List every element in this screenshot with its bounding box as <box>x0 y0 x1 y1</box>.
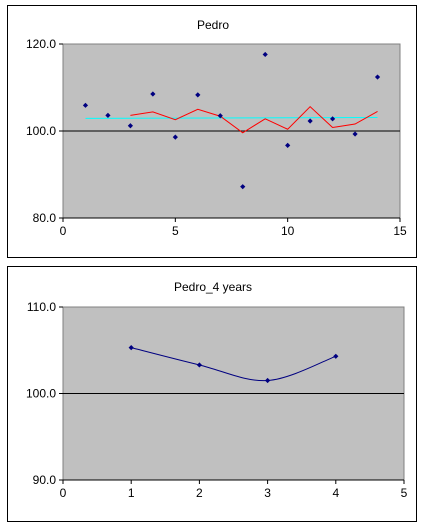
series-trend-line <box>85 117 378 119</box>
data-point <box>195 92 201 98</box>
y-tick-label: 100.0 <box>26 124 56 138</box>
x-tick-label: 5 <box>401 486 408 500</box>
x-tick-label: 5 <box>172 224 179 238</box>
chart-panel-pedro: Pedro 80.0 100.0 120.0 0 5 10 15 <box>7 5 417 258</box>
data-point <box>262 51 268 58</box>
chart-pedro: Pedro 80.0 100.0 120.0 0 5 10 15 <box>26 18 407 238</box>
series-moving-average-line <box>130 105 378 134</box>
chart-panel-pedro-4-years: Pedro_4 years 90.0 100.0 110.0 0 1 2 3 4 5 <box>7 266 417 522</box>
data-point <box>333 353 339 359</box>
data-point <box>150 91 156 97</box>
y-tick-label: 120.0 <box>26 37 56 51</box>
chart-pedro-4-years: Pedro_4 years 90.0 100.0 110.0 0 1 2 3 4 5 <box>26 280 408 500</box>
data-point <box>172 134 178 140</box>
x-tick-label: 0 <box>60 486 67 500</box>
data-point <box>307 118 313 124</box>
data-point <box>374 74 381 80</box>
data-point <box>352 131 358 137</box>
data-point <box>330 116 336 122</box>
y-tick-label: 80.0 <box>33 211 57 225</box>
x-tick-label: 10 <box>281 224 295 238</box>
chart-title: Pedro <box>197 18 229 32</box>
chart-title: Pedro_4 years <box>174 280 252 294</box>
x-tick-label: 4 <box>332 486 339 500</box>
series-line <box>131 347 336 382</box>
data-point <box>217 113 223 119</box>
data-point <box>285 142 291 148</box>
y-tick-label: 90.0 <box>33 473 57 487</box>
y-tick-label: 100.0 <box>26 387 56 401</box>
x-tick-label: 0 <box>60 224 67 238</box>
data-point <box>105 112 111 118</box>
data-point <box>82 102 89 108</box>
y-tick-label: 110.0 <box>27 300 56 314</box>
x-tick-label: 1 <box>128 486 135 500</box>
data-point <box>240 184 246 190</box>
data-point <box>265 377 271 384</box>
data-point <box>127 123 133 129</box>
x-tick-label: 2 <box>196 486 203 500</box>
x-tick-label: 15 <box>393 224 407 238</box>
x-tick-label: 3 <box>264 486 271 500</box>
